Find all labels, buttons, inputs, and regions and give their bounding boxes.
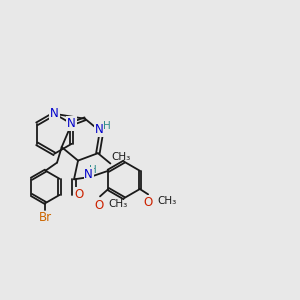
Text: O: O (143, 196, 153, 209)
Text: H: H (89, 165, 96, 175)
Text: CH₃: CH₃ (108, 199, 128, 209)
Text: N: N (67, 117, 76, 130)
Text: H: H (103, 121, 111, 131)
Text: CH₃: CH₃ (112, 152, 131, 162)
Text: Br: Br (39, 211, 52, 224)
Text: N: N (95, 123, 103, 136)
Text: O: O (94, 199, 103, 212)
Text: N: N (50, 107, 59, 120)
Text: O: O (75, 188, 84, 201)
Text: CH₃: CH₃ (157, 196, 176, 206)
Text: N: N (84, 167, 93, 181)
